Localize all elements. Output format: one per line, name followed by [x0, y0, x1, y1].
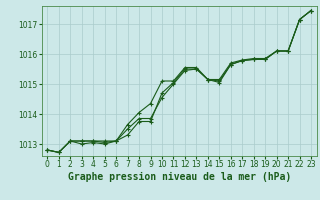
- X-axis label: Graphe pression niveau de la mer (hPa): Graphe pression niveau de la mer (hPa): [68, 172, 291, 182]
